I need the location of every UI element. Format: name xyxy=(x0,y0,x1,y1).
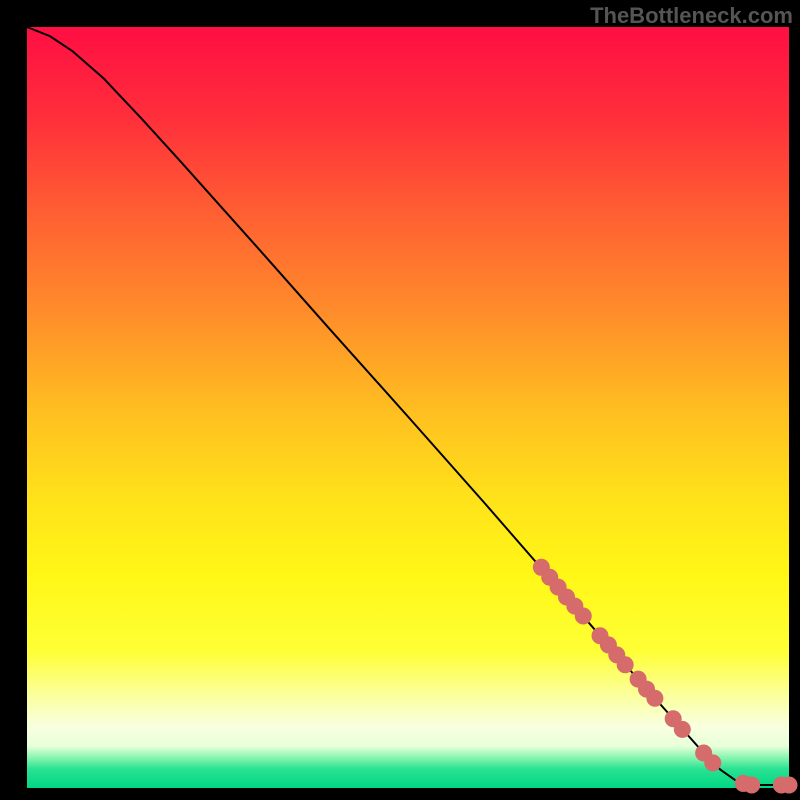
plot-background xyxy=(27,27,789,788)
watermark-text: TheBottleneck.com xyxy=(590,3,793,28)
chart-root: TheBottleneck.com xyxy=(0,0,800,800)
marker-point xyxy=(674,721,690,737)
marker-point xyxy=(617,657,633,673)
marker-point xyxy=(647,690,663,706)
chart-svg: TheBottleneck.com xyxy=(0,0,800,800)
marker-point xyxy=(781,777,797,793)
marker-point xyxy=(744,777,760,793)
marker-point xyxy=(705,755,721,771)
marker-point xyxy=(575,608,591,624)
